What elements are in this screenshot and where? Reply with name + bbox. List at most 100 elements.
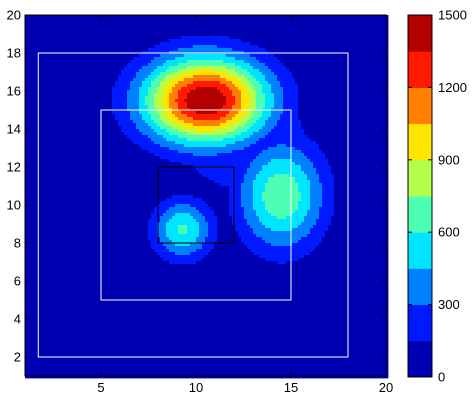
contour-cell	[82, 90, 86, 94]
contour-cell	[241, 33, 245, 37]
contour-cell	[61, 123, 65, 127]
contour-cell	[100, 33, 104, 37]
contour-cell	[247, 111, 251, 115]
contour-cell	[262, 75, 266, 79]
contour-cell	[160, 129, 164, 133]
contour-cell	[355, 123, 359, 127]
contour-cell	[370, 129, 374, 133]
contour-cell	[61, 42, 65, 46]
contour-cell	[28, 15, 32, 19]
contour-cell	[292, 99, 296, 103]
contour-cell	[61, 138, 65, 142]
contour-cell	[325, 48, 329, 52]
contour-cell	[340, 90, 344, 94]
contour-cell	[148, 63, 152, 67]
contour-cell	[223, 123, 227, 127]
contour-cell	[295, 135, 299, 139]
contour-cell	[229, 123, 233, 127]
contour-cell	[301, 84, 305, 88]
contour-cell	[52, 66, 56, 70]
contour-cell	[31, 48, 35, 52]
contour-cell	[313, 24, 317, 28]
contour-cell	[175, 66, 179, 70]
contour-cell	[169, 66, 173, 70]
contour-cell	[352, 132, 356, 136]
contour-cell	[229, 21, 233, 25]
contour-cell	[283, 81, 287, 85]
contour-cell	[373, 72, 377, 76]
contour-cell	[364, 33, 368, 37]
contour-cell	[229, 93, 233, 97]
contour-cell	[67, 42, 71, 46]
contour-cell	[52, 135, 56, 139]
contour-cell	[310, 114, 314, 118]
contour-cell	[37, 42, 41, 46]
contour-cell	[28, 111, 32, 115]
contour-cell	[244, 96, 248, 100]
contour-cell	[199, 27, 203, 31]
contour-cell	[304, 90, 308, 94]
contour-cell	[70, 42, 74, 46]
contour-cell	[136, 90, 140, 94]
contour-cell	[367, 24, 371, 28]
contour-cell	[46, 114, 50, 118]
contour-cell	[382, 132, 386, 136]
contour-cell	[145, 57, 149, 61]
contour-cell	[157, 24, 161, 28]
contour-cell	[235, 48, 239, 52]
contour-cell	[361, 39, 365, 43]
contour-cell	[313, 84, 317, 88]
contour-cell	[304, 75, 308, 79]
contour-cell	[52, 72, 56, 76]
contour-cell	[34, 120, 38, 124]
contour-cell	[94, 15, 98, 19]
contour-cell	[130, 132, 134, 136]
contour-cell	[220, 30, 224, 34]
contour-cell	[277, 45, 281, 49]
contour-cell	[259, 81, 263, 85]
contour-cell	[103, 126, 107, 130]
contour-cell	[115, 21, 119, 25]
contour-cell	[328, 24, 332, 28]
contour-cell	[217, 96, 221, 100]
contour-cell	[154, 123, 158, 127]
contour-cell	[355, 93, 359, 97]
contour-cell	[253, 102, 257, 106]
contour-cell	[304, 33, 308, 37]
contour-cell	[364, 114, 368, 118]
contour-cell	[184, 102, 188, 106]
contour-cell	[52, 75, 56, 79]
contour-cell	[256, 126, 260, 130]
contour-cell	[220, 84, 224, 88]
contour-cell	[352, 78, 356, 82]
contour-cell	[292, 33, 296, 37]
contour-cell	[379, 63, 383, 67]
contour-cell	[190, 18, 194, 22]
contour-cell	[331, 57, 335, 61]
contour-cell	[187, 87, 191, 91]
contour-cell	[283, 24, 287, 28]
contour-cell	[265, 135, 269, 139]
contour-cell	[31, 129, 35, 133]
contour-cell	[352, 72, 356, 76]
contour-cell	[223, 87, 227, 91]
contour-cell	[100, 90, 104, 94]
contour-cell	[334, 63, 338, 67]
contour-cell	[163, 90, 167, 94]
contour-cell	[280, 57, 284, 61]
contour-cell	[304, 105, 308, 109]
contour-cell	[151, 27, 155, 31]
contour-cell	[208, 123, 212, 127]
contour-cell	[85, 96, 89, 100]
contour-cell	[253, 96, 257, 100]
contour-cell	[202, 69, 206, 73]
contour-cell	[265, 24, 269, 28]
contour-cell	[328, 81, 332, 85]
contour-cell	[343, 72, 347, 76]
contour-cell	[175, 93, 179, 97]
contour-cell	[130, 24, 134, 28]
contour-cell	[97, 132, 101, 136]
contour-cell	[217, 132, 221, 136]
contour-cell	[124, 36, 128, 40]
contour-cell	[40, 135, 44, 139]
